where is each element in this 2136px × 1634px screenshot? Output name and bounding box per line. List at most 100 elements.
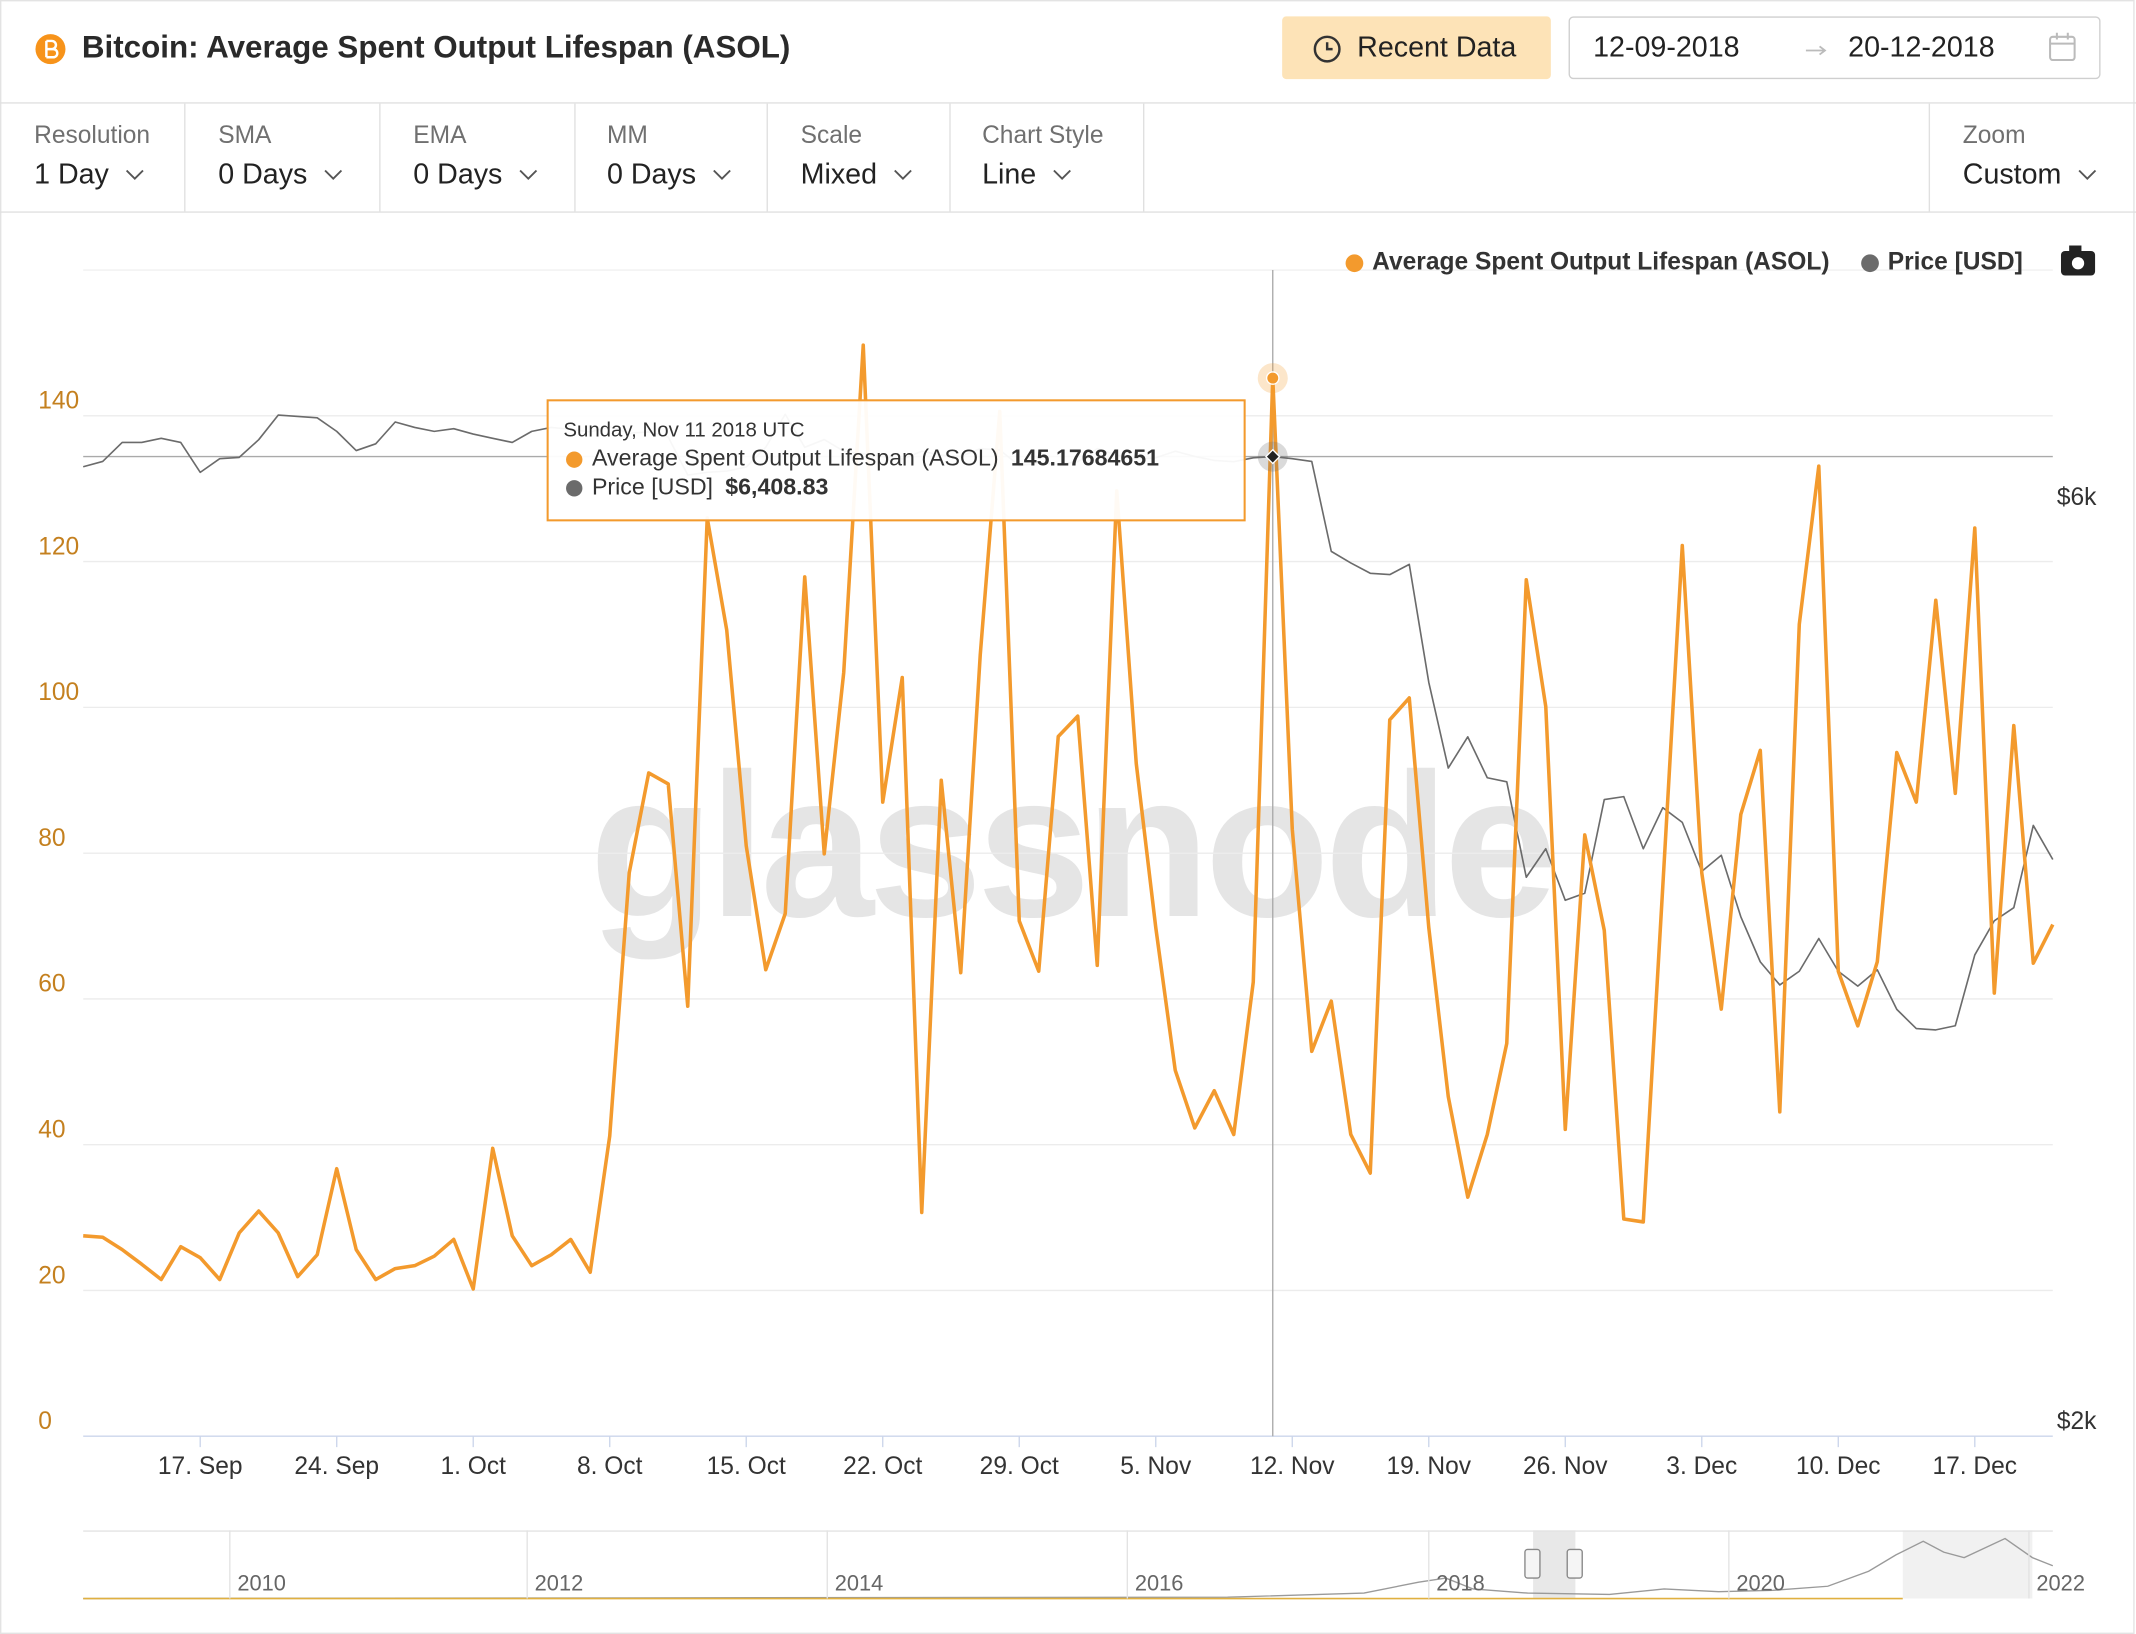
y2-tick-label: $2k xyxy=(2057,1408,2097,1435)
chevron xyxy=(324,169,343,181)
nav-year-label: 2022 xyxy=(2036,1571,2085,1596)
nav-year-label: 2016 xyxy=(1135,1571,1184,1596)
legend-swatch xyxy=(1345,254,1364,273)
x-tick-label: 24. Sep xyxy=(294,1453,379,1480)
dropdown-value: 0 Days xyxy=(607,159,696,191)
y-tick-label: 40 xyxy=(38,1117,65,1144)
calendar-lines xyxy=(2050,32,2075,45)
x-tick-label: 17. Dec xyxy=(1932,1453,2017,1480)
bitcoin-glyph xyxy=(45,39,59,59)
tooltip-swatch xyxy=(566,451,583,468)
nav-year-label: 2010 xyxy=(237,1571,286,1596)
legend-item[interactable]: Average Spent Output Lifespan (ASOL) xyxy=(1345,249,1830,276)
dropdown[interactable]: MM 0 Days xyxy=(607,122,731,191)
y-tick-label: 60 xyxy=(38,971,65,998)
y-tick-label: 80 xyxy=(38,825,65,852)
dropdown[interactable]: SMA 0 Days xyxy=(218,122,343,191)
legend-item[interactable]: Price [USD] xyxy=(1861,249,2023,276)
camera-button[interactable] xyxy=(2060,245,2096,276)
dropdown[interactable]: EMA 0 Days xyxy=(413,122,538,191)
x-tick-label: 10. Dec xyxy=(1796,1453,1881,1480)
chevron xyxy=(1053,169,1071,181)
y-tick-label: 100 xyxy=(38,679,79,706)
plot: 0 20 40 60 80 100 120 140 $2k $6k 17. Sep 24. Sep 1.… xyxy=(38,249,2097,1480)
clock-hands xyxy=(1325,42,1333,51)
x-tick-label: 15. Oct xyxy=(707,1453,786,1480)
tooltip-box xyxy=(546,399,1246,522)
tooltip-title: Sunday, Nov 11 2018 UTC xyxy=(563,418,804,441)
date-from: 12-09-2018 xyxy=(1593,32,1739,64)
date-range[interactable]: 12-09-2018 20-12-2018 xyxy=(1568,16,2101,80)
x-tick-label: 22. Oct xyxy=(843,1453,922,1480)
dropdown-label: Resolution xyxy=(34,122,150,149)
x-tick-label: 17. Sep xyxy=(158,1453,243,1480)
tooltip-value: $6,408.83 xyxy=(725,473,828,499)
hover-marker xyxy=(1264,448,1281,465)
tooltip-value: 145.17684651 xyxy=(1011,445,1159,471)
calendar-icon xyxy=(2049,35,2076,62)
chevron xyxy=(2078,169,2097,181)
dropdown-label: Chart Style xyxy=(982,122,1103,149)
dropdown[interactable]: Zoom Custom xyxy=(1963,122,2097,191)
nav-year-label: 2018 xyxy=(1436,1571,1485,1596)
tooltip-series-name: Average Spent Output Lifespan (ASOL) xyxy=(592,445,999,471)
y-tick-label: 20 xyxy=(38,1262,65,1289)
tooltip-swatch xyxy=(566,480,583,497)
legend-swatch xyxy=(1861,254,1879,273)
toolbar: Resolution 1 Day SMA 0 Days EMA 0 Days MM 0 Day… xyxy=(34,103,2097,212)
dropdown-label: MM xyxy=(607,122,648,149)
dropdown[interactable]: Scale Mixed xyxy=(801,122,912,191)
tooltip: Sunday, Nov 11 2018 UTC Average Spent Out… xyxy=(546,399,1246,522)
x-tick-label: 19. Nov xyxy=(1386,1453,1471,1480)
navigator: 2010 2012 2014 2016 2018 2020 2022 xyxy=(83,1530,2085,1600)
dropdown-value: Custom xyxy=(1963,159,2062,191)
dropdown-label: SMA xyxy=(218,122,272,149)
nav-handle-left[interactable] xyxy=(1524,1548,1541,1579)
chevron xyxy=(125,169,144,181)
dropdown-label: Scale xyxy=(801,122,862,149)
legend-label: Price [USD] xyxy=(1888,249,2023,276)
tooltip-line: Price [USD] $6,408.83 xyxy=(592,473,829,499)
y-tick-label: 120 xyxy=(38,533,79,560)
dropdown[interactable]: Resolution 1 Day xyxy=(34,122,150,191)
dropdown-label: Zoom xyxy=(1963,122,2026,149)
dropdown-value: 1 Day xyxy=(34,159,109,191)
x-tick-label: 3. Dec xyxy=(1666,1453,1737,1480)
nav-shade xyxy=(1902,1530,2033,1599)
dropdown-value: 0 Days xyxy=(218,159,307,191)
nav-price-line xyxy=(83,1537,2054,1600)
asol-line xyxy=(83,343,2055,1291)
x-tick-label: 5. Nov xyxy=(1120,1453,1192,1480)
watermark: glassnode xyxy=(589,732,1552,960)
camera-lens xyxy=(2071,257,2085,270)
dropdown-value: 0 Days xyxy=(413,159,502,191)
dropdown-value: Line xyxy=(982,159,1036,191)
x-tick-label: 1. Oct xyxy=(440,1453,506,1480)
chevron xyxy=(894,169,912,181)
clock-icon xyxy=(1313,35,1341,63)
dropdown-value: Mixed xyxy=(801,159,877,191)
camera-top xyxy=(2069,245,2082,253)
dropdown[interactable]: Chart Style Line xyxy=(982,122,1103,191)
button-bg xyxy=(1282,16,1551,80)
button-label: Recent Data xyxy=(1357,32,1516,64)
dropdown-label: EMA xyxy=(413,122,467,149)
page-title: Bitcoin: Average Spent Output Lifespan (… xyxy=(82,29,791,64)
hover-marker xyxy=(1265,371,1280,385)
chevron xyxy=(713,169,731,181)
date-box xyxy=(1568,16,2101,80)
chevron xyxy=(519,169,538,181)
legend: Average Spent Output Lifespan (ASOL) Pric… xyxy=(1345,249,2023,276)
x-tick-label: 26. Nov xyxy=(1523,1453,1608,1480)
tooltip-line: Average Spent Output Lifespan (ASOL) 145.… xyxy=(592,445,1159,471)
y-tick-label: 0 xyxy=(38,1408,52,1435)
date-to: 20-12-2018 xyxy=(1848,32,1994,64)
nav-year-label: 2014 xyxy=(835,1571,884,1596)
legend-label: Average Spent Output Lifespan (ASOL) xyxy=(1372,249,1829,276)
x-tick-label: 29. Oct xyxy=(980,1453,1059,1480)
nav-handle-right[interactable] xyxy=(1566,1548,1583,1579)
range-arrow xyxy=(1805,45,1827,56)
recent-data-button[interactable]: Recent Data xyxy=(1282,16,1551,80)
